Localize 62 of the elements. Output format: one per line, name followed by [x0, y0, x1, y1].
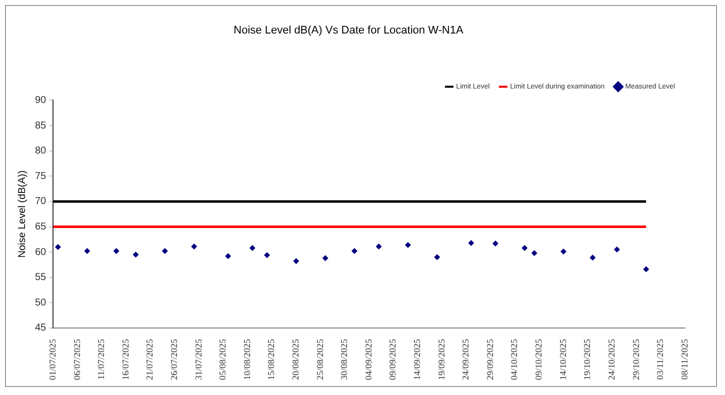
- y-tick-label: 80: [35, 146, 47, 157]
- x-tick-label: 16/07/2025: [120, 338, 130, 380]
- x-tick-label: 11/07/2025: [96, 338, 106, 380]
- y-tick-label: 75: [35, 170, 47, 182]
- x-tick-label: 15/08/2025: [266, 338, 276, 380]
- x-tick-label: 30/08/2025: [339, 338, 350, 380]
- x-tick-label: 24/10/2025: [606, 338, 616, 380]
- x-tick-label: 10/08/2025: [242, 338, 252, 380]
- x-tick-label: 31/07/2025: [193, 338, 204, 380]
- point: [643, 266, 650, 272]
- x-tick-label: 20/08/2025: [290, 338, 301, 380]
- y-tick-label: 55: [35, 272, 47, 284]
- point: [614, 246, 620, 253]
- y-tick-label: 65: [35, 222, 47, 233]
- y-tick-label: 85: [35, 120, 47, 132]
- point: [249, 245, 256, 252]
- y-tick-label: 70: [35, 196, 47, 208]
- point: [522, 245, 528, 252]
- point: [351, 248, 358, 254]
- point: [531, 250, 538, 256]
- x-tick-label: 14/10/2025: [558, 338, 568, 380]
- x-tick-label: 29/09/2025: [484, 338, 495, 380]
- point: [560, 248, 566, 255]
- x-tick-label: 01/07/2025: [47, 338, 58, 380]
- x-tick-label: 06/07/2025: [72, 338, 82, 380]
- x-tick-label: 05/08/2025: [218, 338, 228, 380]
- point: [162, 248, 168, 254]
- point: [468, 240, 474, 246]
- x-tick-label: 21/07/2025: [144, 338, 155, 380]
- point: [492, 240, 498, 246]
- point: [404, 242, 411, 248]
- y-axis-title: Noise Level (dB(A)): [16, 170, 28, 258]
- x-tick-label: 29/10/2025: [630, 338, 641, 380]
- point: [322, 255, 328, 262]
- x-tick-label: 04/10/2025: [509, 338, 520, 380]
- point: [590, 254, 596, 261]
- x-tick-label: 26/07/2025: [168, 338, 179, 380]
- x-tick-label: 25/08/2025: [314, 338, 325, 380]
- point: [113, 248, 120, 254]
- point: [376, 244, 382, 250]
- y-tick-label: 90: [35, 94, 47, 106]
- x-tick-label: 08/11/2025: [679, 338, 690, 380]
- point: [434, 254, 440, 260]
- y-tick-label: 50: [35, 297, 47, 308]
- x-tick-label: 09/09/2025: [388, 338, 398, 380]
- point: [132, 252, 139, 258]
- x-tick-label: 04/09/2025: [363, 338, 374, 380]
- point: [191, 244, 198, 250]
- x-tick-label: 19/10/2025: [582, 338, 592, 380]
- x-tick-label: 14/09/2025: [412, 338, 422, 380]
- x-tick-label: 24/09/2025: [460, 338, 471, 380]
- chart-title: Noise Level dB(A) Vs Date for Location W-N1A: [234, 24, 464, 37]
- x-tick-label: 03/11/2025: [655, 338, 666, 380]
- point: [84, 248, 90, 254]
- y-tick-label: 60: [35, 246, 47, 258]
- point: [293, 258, 300, 264]
- y-tick-label: 45: [35, 322, 47, 334]
- point: [54, 244, 61, 250]
- point: [225, 253, 232, 260]
- x-tick-label: 09/10/2025: [534, 338, 544, 380]
- x-tick-label: 19/09/2025: [436, 338, 446, 380]
- point: [264, 252, 270, 258]
